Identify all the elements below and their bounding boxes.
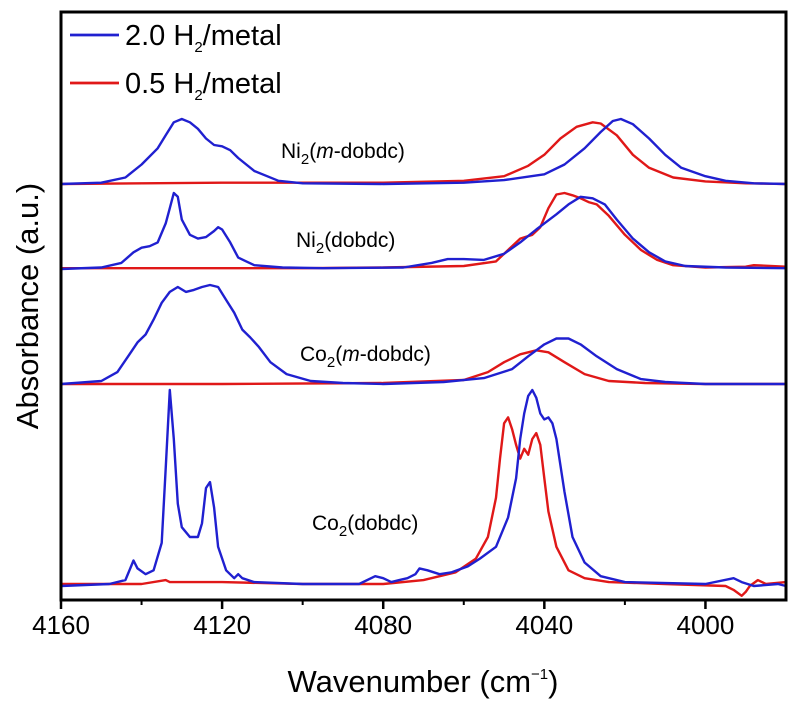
x-tick-label: 4040	[515, 610, 573, 640]
series-line-1-blue	[59, 117, 788, 186]
legend: 2.0 H2/metal 0.5 H2/metal	[70, 20, 282, 104]
legend-label: 0.5 H2/metal	[125, 68, 282, 104]
series-line-2-blue	[59, 191, 788, 271]
x-tick-label: 4160	[32, 610, 90, 640]
y-axis-title: Absorbance (a.u.)	[10, 183, 45, 429]
series-line-3-blue	[59, 283, 788, 386]
panel-label: Ni2(dobdc)	[296, 229, 395, 257]
panel-label: Ni2(m-dobdc)	[281, 140, 405, 168]
plot-frame	[59, 10, 788, 602]
panel-labels: Ni2(m-dobdc) Ni2(dobdc) Co2(m-dobdc) Co2(do…	[281, 140, 431, 540]
x-tick-label: 4120	[193, 610, 251, 640]
x-axis-title: Wavenumber (cm−1)	[288, 664, 559, 699]
x-ticks: 4160 4120 4080 4040 4000	[32, 600, 734, 640]
series-line-1-red	[59, 121, 788, 186]
series-line-4-blue	[59, 388, 788, 588]
curves-layer	[59, 117, 788, 597]
legend-label: 2.0 H2/metal	[125, 20, 282, 56]
x-tick-label: 4080	[354, 610, 412, 640]
panel-label: Co2(dobdc)	[312, 512, 418, 540]
panel-label: Co2(m-dobdc)	[300, 343, 431, 371]
x-tick-label: 4000	[677, 610, 735, 640]
